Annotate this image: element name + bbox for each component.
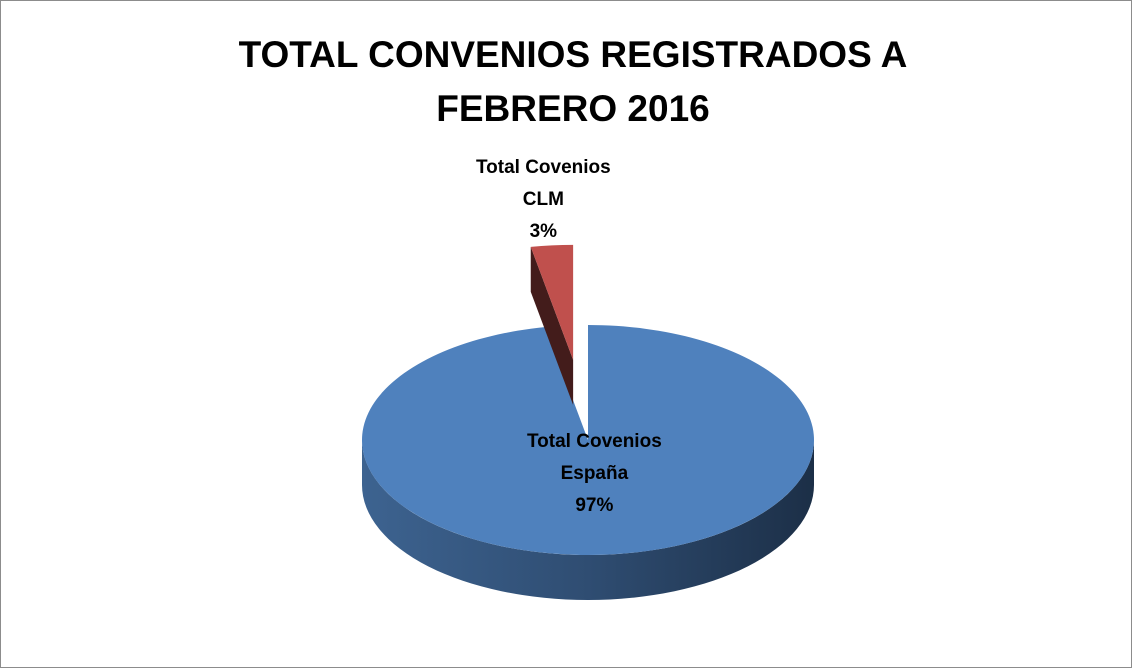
slice-value-label: 97% — [575, 495, 614, 517]
slice-side — [362, 440, 814, 600]
slice — [530, 244, 574, 360]
slice — [362, 325, 815, 556]
chart-title: TOTAL CONVENIOS REGISTRADOS A FEBRERO 20… — [238, 34, 908, 129]
slice-side — [530, 246, 574, 405]
slice-label: Total Covenios España — [526, 431, 662, 485]
slice-value-label: 3% — [529, 220, 558, 242]
slice-label: Total Covenios CLM — [475, 156, 611, 210]
